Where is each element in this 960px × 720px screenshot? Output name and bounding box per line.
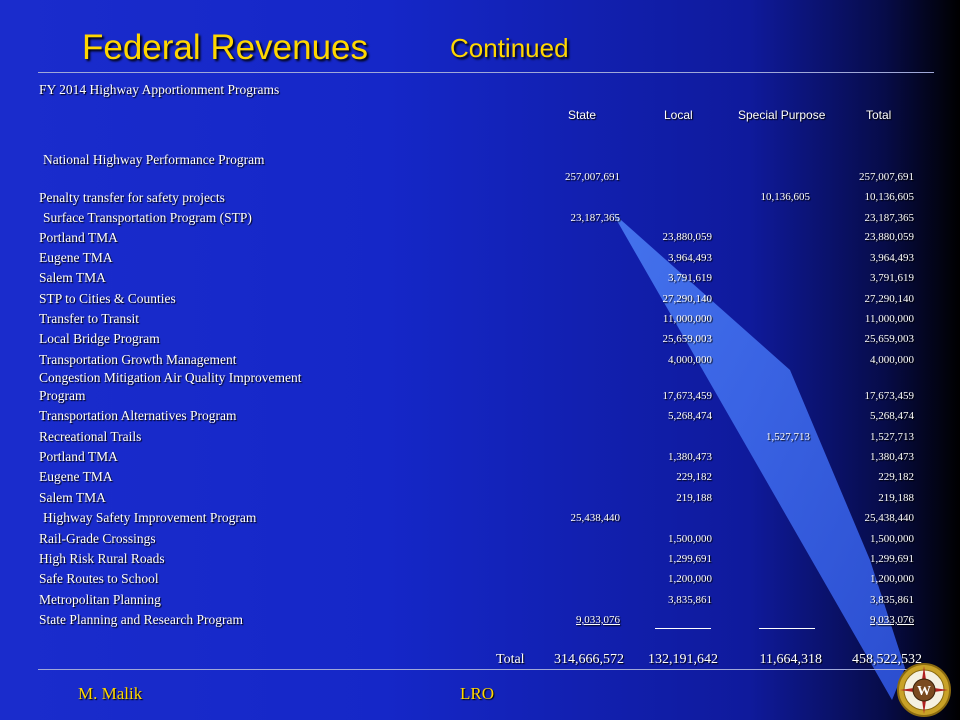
cell-total: 5,268,474 [870, 410, 914, 422]
cell-total: 25,438,440 [864, 512, 915, 524]
col-header-special-purpose: Special Purpose [738, 108, 826, 122]
row-label: Eugene TMA [39, 469, 113, 484]
footer-author: M. Malik [78, 684, 143, 703]
cell-total: 1,527,713 [870, 431, 914, 443]
row-label: Salem TMA [39, 270, 106, 285]
cell-state: 25,438,440 [570, 512, 621, 524]
cell-local: 23,880,059 [662, 231, 713, 243]
row-label-line1: Congestion Mitigation Air Quality Improv… [39, 370, 302, 385]
cell-local: 1,200,000 [668, 573, 712, 585]
row-label: Rail-Grade Crossings [39, 531, 156, 546]
col-header-state: State [568, 108, 597, 122]
cell-local: 3,835,861 [668, 594, 712, 606]
row-label: STP to Cities & Counties [39, 291, 176, 306]
cell-local: 3,791,619 [668, 272, 712, 284]
row-label: Surface Transportation Program (STP) [43, 210, 252, 225]
row-label: Salem TMA [39, 490, 106, 505]
cell-total: 257,007,691 [859, 171, 914, 183]
cell-total: 1,500,000 [870, 533, 914, 545]
blank-underline-special [759, 628, 815, 629]
cell-local: 1,500,000 [668, 533, 712, 545]
row-label: State Planning and Research Program [39, 612, 243, 627]
cell-total: 1,380,473 [870, 451, 914, 463]
cell-state: 9,033,076 [576, 614, 620, 626]
total-state: 314,666,572 [554, 652, 624, 667]
footer-office: LRO [460, 684, 494, 703]
page-title: Federal Revenues Continued [82, 28, 569, 68]
footer-rule [38, 669, 934, 670]
cell-total: 1,200,000 [870, 573, 914, 585]
cell-local: 1,299,691 [668, 553, 712, 565]
cell-total: 27,290,140 [864, 293, 915, 305]
row-label: Program [39, 388, 86, 403]
cell-total: 11,000,000 [864, 313, 914, 325]
row-label: Safe Routes to School [39, 571, 159, 586]
cell-total: 25,659,003 [864, 333, 915, 345]
row-label: Highway Safety Improvement Program [43, 510, 257, 525]
cell-total: 219,188 [878, 492, 914, 504]
cell-local: 1,380,473 [668, 451, 712, 463]
cell-local: 3,964,493 [668, 252, 712, 264]
row-label: Transportation Alternatives Program [39, 408, 237, 423]
row-label: National Highway Performance Program [43, 152, 265, 167]
cell-special: 10,136,605 [760, 191, 811, 203]
cell-special: 1,527,713 [766, 431, 810, 443]
row-label: Portland TMA [39, 449, 118, 464]
cell-total: 10,136,605 [864, 191, 915, 203]
row-label: Transfer to Transit [39, 311, 140, 326]
cell-total: 3,964,493 [870, 252, 914, 264]
total-total: 458,522,532 [852, 652, 922, 667]
total-special: 11,664,318 [759, 652, 822, 667]
cell-total: 17,673,459 [864, 390, 915, 402]
title-rule [38, 72, 934, 73]
cell-local: 11,000,000 [662, 313, 712, 325]
row-label: Eugene TMA [39, 250, 113, 265]
cell-state: 257,007,691 [565, 171, 620, 183]
row-label: Transportation Growth Management [39, 352, 237, 367]
cell-local: 5,268,474 [668, 410, 712, 422]
cell-local: 229,182 [676, 471, 712, 483]
cell-total: 3,791,619 [870, 272, 914, 284]
total-local: 132,191,642 [648, 652, 718, 667]
blank-underline-local [655, 628, 711, 629]
title-continued: Continued [450, 33, 569, 63]
cell-local: 25,659,003 [662, 333, 713, 345]
cell-total: 1,299,691 [870, 553, 914, 565]
col-header-local: Local [664, 108, 693, 122]
cell-local: 4,000,000 [668, 354, 712, 366]
cell-total: 229,182 [878, 471, 914, 483]
cell-total: 4,000,000 [870, 354, 914, 366]
row-label: Metropolitan Planning [39, 592, 161, 607]
row-label: High Risk Rural Roads [39, 551, 165, 566]
logo-letter: W [917, 684, 931, 699]
cell-total: 23,880,059 [864, 231, 915, 243]
compass-logo-icon: W [897, 663, 951, 717]
cell-total: 3,835,861 [870, 594, 914, 606]
cell-local: 219,188 [676, 492, 712, 504]
col-header-total: Total [866, 108, 892, 122]
row-label: Local Bridge Program [39, 331, 160, 346]
cell-local: 17,673,459 [662, 390, 713, 402]
cell-total: 9,033,076 [870, 614, 914, 626]
table-subtitle: FY 2014 Highway Apportionment Programs [39, 82, 280, 97]
cell-total: 23,187,365 [864, 212, 915, 224]
total-label: Total [496, 652, 525, 667]
cell-local: 27,290,140 [662, 293, 713, 305]
cell-state: 23,187,365 [570, 212, 621, 224]
row-label: Penalty transfer for safety projects [39, 190, 225, 205]
row-label: Recreational Trails [39, 429, 142, 444]
title-main: Federal Revenues [82, 28, 368, 67]
row-label: Portland TMA [39, 230, 118, 245]
